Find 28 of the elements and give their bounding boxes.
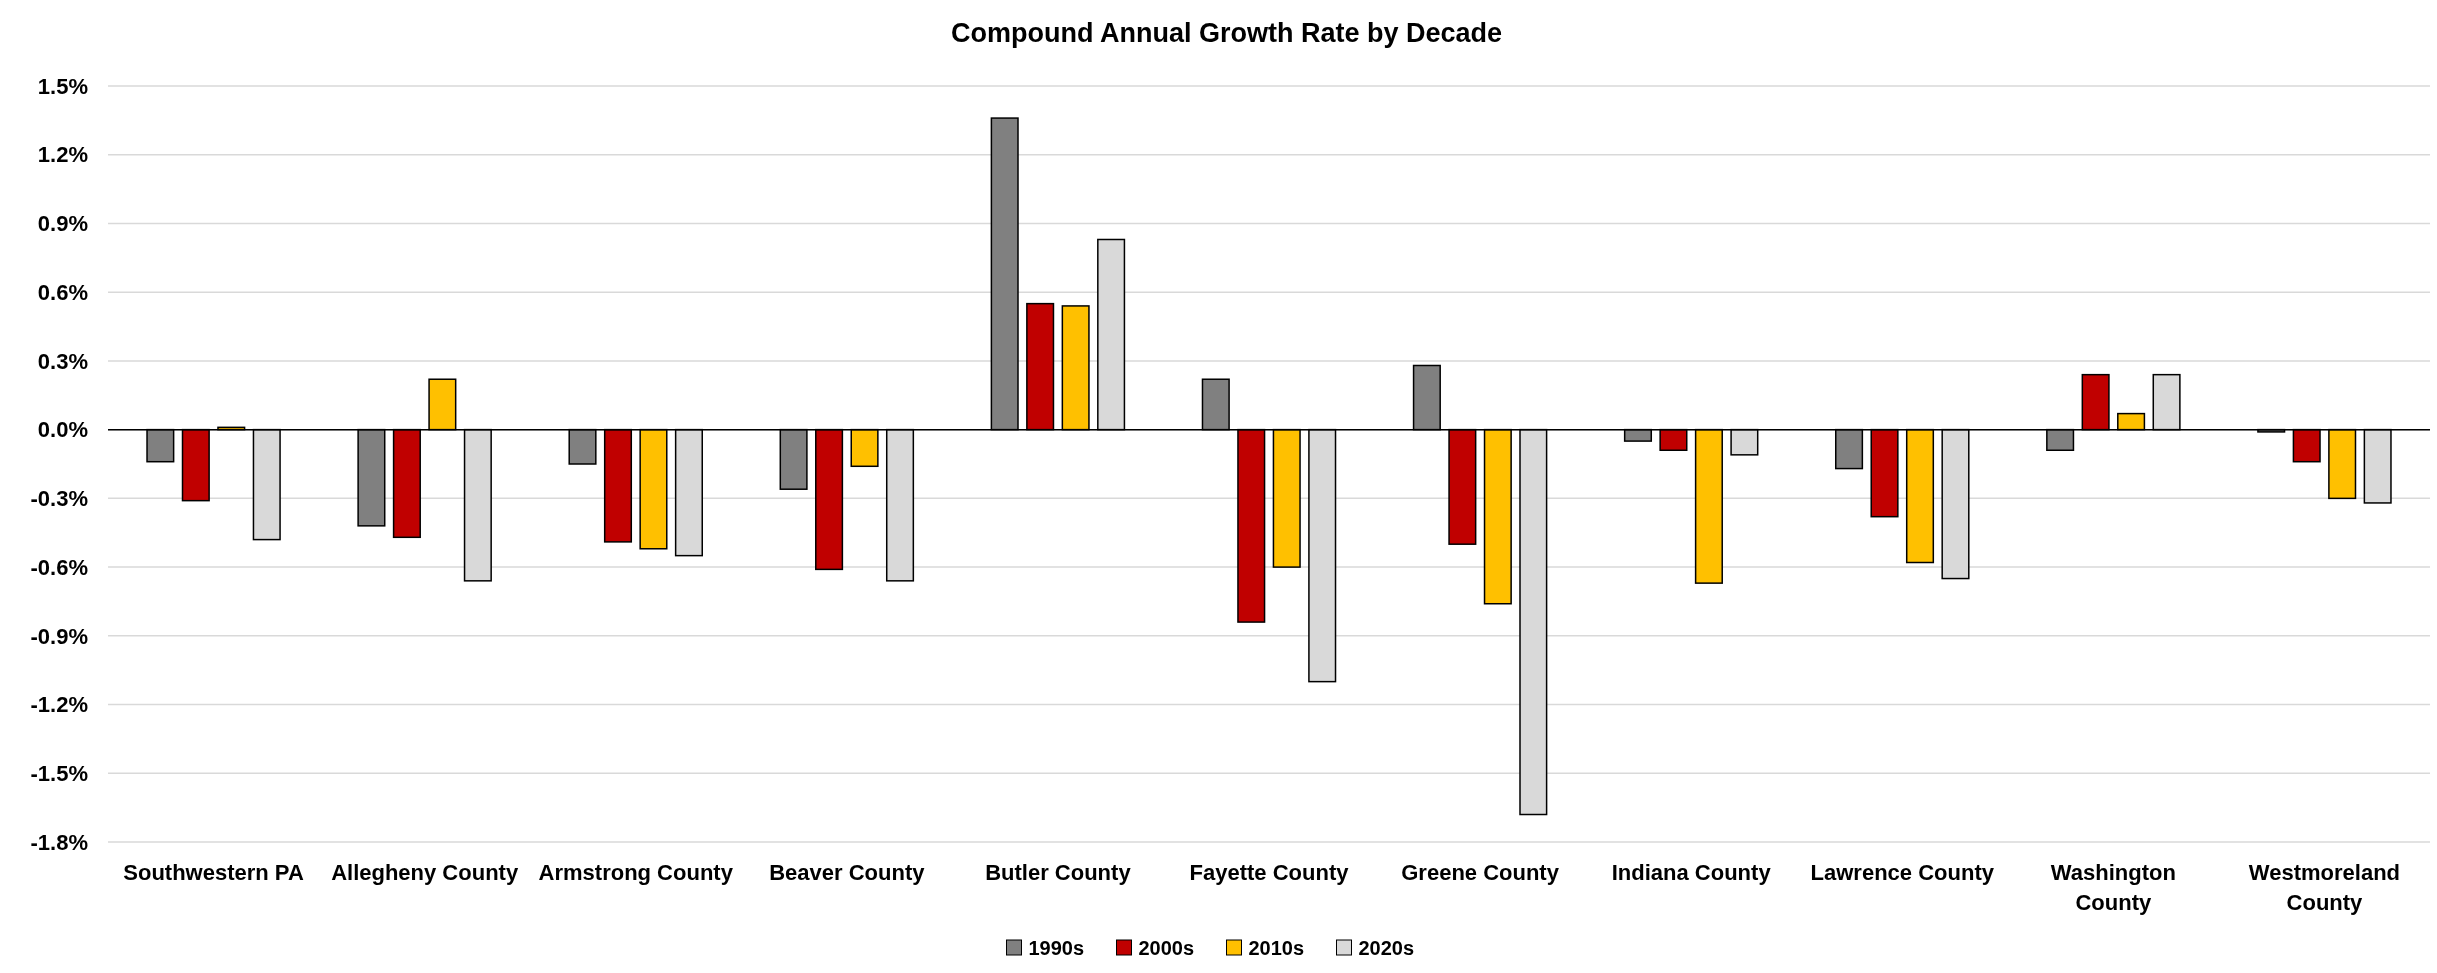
x-tick-label: Butler County xyxy=(985,860,1132,885)
y-tick-label: 0.9% xyxy=(37,211,88,237)
chart-title: Compound Annual Growth Rate by Decade xyxy=(950,18,1503,48)
y-tick-label: 0.6% xyxy=(37,279,88,305)
x-tick-label: Fayette County xyxy=(1189,860,1350,885)
x-tick-label: Greene County xyxy=(1401,860,1560,885)
y-tick-label: -1.5% xyxy=(30,760,88,786)
x-tick-label: Westmoreland County xyxy=(2248,860,2401,915)
y-tick-label: -0.9% xyxy=(30,623,88,649)
legend-label: 2000s xyxy=(1138,937,1195,959)
legend-label: 1990s xyxy=(1028,937,1085,959)
x-tick-label: Armstrong County xyxy=(538,860,734,885)
x-tick-label: Washington County xyxy=(2050,860,2176,915)
legend-label: 2020s xyxy=(1358,937,1415,959)
y-tick-label: 1.5% xyxy=(37,73,88,99)
y-tick-label: -0.3% xyxy=(30,486,88,512)
x-tick-label: Lawrence County xyxy=(1810,860,1995,885)
y-tick-label: 1.2% xyxy=(37,142,88,168)
x-tick-label: Allegheny County xyxy=(331,860,519,885)
x-tick-label: Southwestern PA xyxy=(123,860,304,885)
y-tick-label: 0.0% xyxy=(37,417,88,443)
x-tick-label: Beaver County xyxy=(769,860,926,885)
legend-label: 2010s xyxy=(1248,937,1305,959)
y-tick-label: -1.2% xyxy=(30,692,88,718)
x-tick-label: Indiana County xyxy=(1611,860,1772,885)
y-tick-label: 0.3% xyxy=(37,348,88,374)
y-tick-label: -1.8% xyxy=(30,829,88,855)
y-tick-label: -0.6% xyxy=(30,554,88,580)
